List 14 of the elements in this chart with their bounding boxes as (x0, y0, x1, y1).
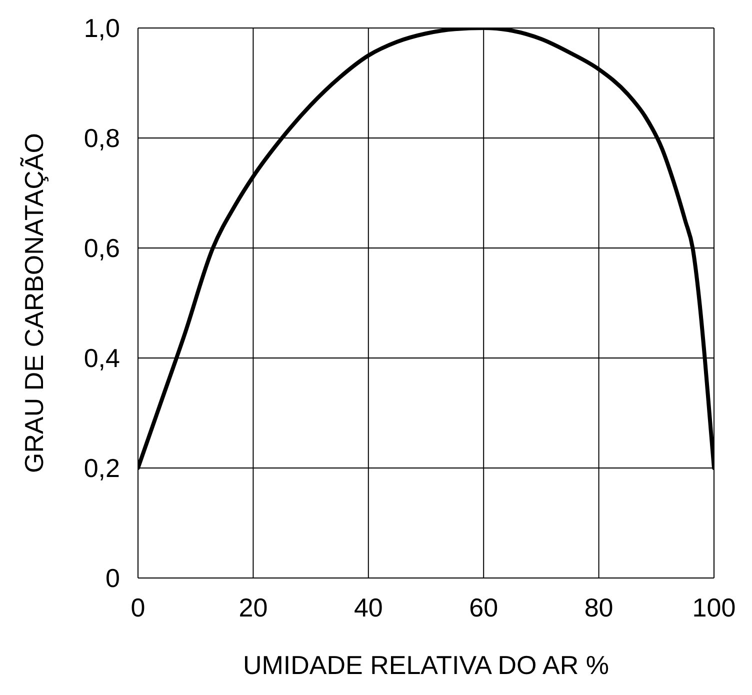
y-tick-label: 0,4 (84, 343, 120, 374)
y-tick-label: 0 (106, 563, 120, 594)
y-tick-label: 0,8 (84, 123, 120, 154)
y-tick-label: 1,0 (84, 13, 120, 44)
x-tick-label: 100 (692, 592, 736, 622)
x-tick-label: 60 (469, 592, 498, 622)
x-axis-title: UMIDADE RELATIVA DO AR % (242, 650, 610, 680)
y-tick-label: 0,6 (84, 233, 120, 264)
x-tick-label: 20 (238, 592, 268, 622)
x-tick-label: 80 (584, 592, 614, 622)
x-tick-label: 0 (130, 592, 146, 622)
x-tick-label: 40 (354, 592, 383, 622)
y-tick-label: 0,2 (84, 453, 120, 484)
y-axis-title: GRAU DE CARBONATAÇÃO (19, 133, 50, 473)
